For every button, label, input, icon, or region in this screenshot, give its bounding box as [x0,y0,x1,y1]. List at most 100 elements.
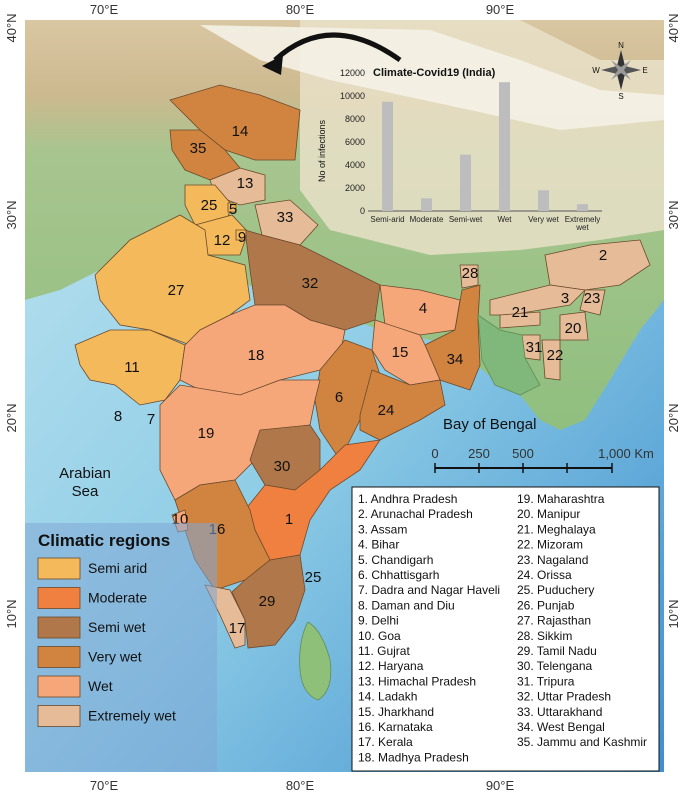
map-number-5: 5 [229,201,237,218]
map-number-28: 28 [462,265,479,282]
scale-tick-0: 0 [431,446,438,461]
chart-x-tick-label: Wet [497,215,512,224]
scale-end-label: 1,000 Km [598,446,654,461]
state-29-tamil-nadu [231,554,306,649]
chart-ylabel: No of infections [317,119,327,182]
state-22-mizoram [541,339,561,381]
legend-swatch [37,587,81,609]
himalaya-snow [200,25,664,130]
state-number-labels: 14 35 13 25 5 33 12 9 27 32 28 4 15 34 1… [114,123,607,637]
state-list-item: 26. Punjab [517,598,575,612]
map-number-4: 4 [419,300,427,317]
map-number-32: 32 [302,275,319,292]
chart-y-tick-label: 4000 [345,160,365,170]
state-list-item: 17. Kerala [358,735,413,749]
map-number-3: 3 [561,290,569,307]
chart-y-tick-label: 6000 [345,137,365,147]
chart-y-tick-label: 0 [360,206,365,216]
climatic-legend: Climatic regions Semi arid Moderate Semi w… [25,523,217,772]
arabian-sea-label-line2: Sea [72,483,99,500]
compass-w: W [592,66,600,75]
rotation-arrowhead [262,55,283,75]
compass-n: N [618,41,624,50]
chart-x-tick-label: Semi-wet [449,215,483,224]
state-27-rajasthan [94,214,251,346]
map-number-15: 15 [392,344,409,361]
map-number-6: 6 [335,389,343,406]
state-list-item: 9. Delhi [358,614,399,628]
state-list-item: 24. Orissa [517,568,572,582]
legend-label: Semi arid [88,560,147,576]
sri-lanka [299,621,332,701]
state-list-item: 15. Jharkhand [358,705,434,719]
state-list-item: 29. Tamil Nadu [517,644,597,658]
state-list-item: 25. Puduchery [517,583,594,597]
chart-y-tick-label: 10000 [340,91,365,101]
map-number-33: 33 [277,209,294,226]
map-number-24: 24 [378,402,395,419]
state-list-item: 3. Assam [358,522,407,536]
map-number-31: 31 [526,339,543,356]
state-list-item: 20. Manipur [517,507,580,521]
bay-of-bengal-label: Bay of Bengal [443,416,536,433]
chart-y-ticks: 0 2000 4000 6000 8000 10000 12000 [340,68,602,216]
lat-label-right-30: 30°N [666,200,681,229]
state-list-item: 1. Andhra Pradesh [358,492,457,506]
state-list-item: 6. Chhattisgarh [358,568,439,582]
state-5-chandigarh [227,202,237,213]
chart-x-labels: Semi-arid Moderate Semi-wet Wet Very wet Extr… [370,215,600,232]
rotation-arrow [273,32,402,63]
chart-bar [382,101,393,211]
chart-x-tick-label: wet [575,223,589,232]
state-list-item: 12. Haryana [358,659,424,673]
map-number-9: 9 [238,229,246,246]
chart-bar [499,82,510,211]
map-number-19: 19 [198,425,215,442]
chart-x-tick-label: Semi-arid [370,215,404,224]
lat-label-left-10: 10°N [4,599,19,628]
lon-label-bottom-90: 90°E [486,778,515,793]
chart-bar [421,198,432,211]
state-28-sikkim [459,264,479,289]
state-list-item: 34. West Bengal [517,720,605,734]
compass-s: S [618,92,623,101]
arabian-sea-label-line1: Arabian [59,465,111,482]
state-list-item: 16. Karnataka [358,720,433,734]
chart-title: Climate-Covid19 (India) [373,67,496,79]
state-21-meghalaya [499,311,541,329]
lon-label-bottom-80: 80°E [286,778,315,793]
map-number-11: 11 [124,359,140,376]
state-9-delhi [235,229,247,241]
legend-items: Semi arid Moderate Semi wet Very wet Wet Extr… [37,557,176,727]
legend-label: Wet [88,678,113,694]
state-24-orissa [359,369,446,441]
state-list-item: 4. Bihar [358,538,399,552]
map-number-2: 2 [599,247,607,264]
state-list-item: 27. Rajasthan [517,614,591,628]
map-number-30: 30 [274,458,291,475]
state-list-item: 22. Mizoram [517,538,583,552]
map-number-8: 8 [114,408,122,425]
map-number-23: 23 [584,290,601,307]
state-list-item: 11. Gujrat [358,644,410,658]
state-list-item: 31. Tripura [517,674,575,688]
map-number-25a: 25 [201,197,218,214]
scale-tick-500: 500 [512,446,534,461]
compass-e: E [642,66,647,75]
lon-label-top-90: 90°E [486,2,515,17]
map-number-13: 13 [237,175,254,192]
legend-label: Extremely wet [88,708,176,724]
state-list-item: 23. Nagaland [517,553,588,567]
state-list-item: 19. Maharashtra [517,492,605,506]
state-33-uttarakhand [254,199,319,246]
map-number-21: 21 [512,304,529,321]
lat-label-right-20: 20°N [666,403,681,432]
compass-rose: N S E W [592,41,647,101]
lat-label-left-20: 20°N [4,403,19,432]
chart-bar [538,190,549,211]
map-number-35: 35 [190,140,207,157]
state-list-item: 14. Ladakh [358,690,417,704]
lat-label-left-40: 40°N [4,13,19,42]
state-list-item: 5. Chandigarh [358,553,433,567]
